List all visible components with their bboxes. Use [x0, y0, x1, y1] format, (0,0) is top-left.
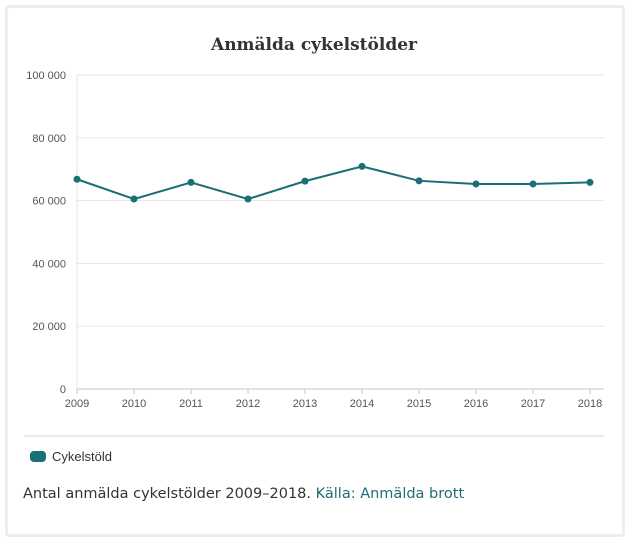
data-point[interactable]: [130, 195, 138, 203]
y-tick-label: 100 000: [26, 70, 66, 82]
data-point[interactable]: [472, 180, 480, 188]
chart-caption: Antal anmälda cykelstölder 2009–2018. Kä…: [23, 486, 464, 502]
x-tick-label: 2013: [293, 398, 317, 410]
x-tick-label: 2016: [464, 398, 488, 410]
chart-title: Anmälda cykelstölder: [210, 35, 418, 55]
legend[interactable]: Cykelstöld: [30, 449, 112, 464]
data-point[interactable]: [529, 180, 537, 188]
source-link[interactable]: Källa: Anmälda brott: [315, 486, 465, 502]
legend-label: Cykelstöld: [52, 449, 112, 464]
legend-swatch: [30, 451, 46, 462]
data-point[interactable]: [415, 177, 423, 185]
y-tick-label: 20 000: [32, 321, 66, 333]
x-tick-label: 2010: [122, 398, 146, 410]
y-tick-label: 80 000: [32, 133, 66, 145]
y-axis-ticks: 0 20 000 40 000 60 000 80 000 100 000: [26, 70, 66, 396]
data-point[interactable]: [244, 195, 252, 203]
series-line: [76, 165, 591, 201]
data-point[interactable]: [586, 178, 594, 186]
y-tick-label: 40 000: [32, 258, 66, 270]
series-cykelstold: [73, 162, 594, 203]
caption-text: Antal anmälda cykelstölder 2009–2018.: [23, 486, 316, 502]
y-tick-label: 60 000: [32, 196, 66, 208]
data-point[interactable]: [301, 177, 309, 185]
x-tick-label: 2015: [407, 398, 431, 410]
x-tick-label: 2009: [65, 398, 89, 410]
x-tick-label: 2012: [236, 398, 260, 410]
grid-lines: [77, 74, 604, 327]
x-tick-label: 2017: [521, 398, 545, 410]
x-tick-label: 2018: [578, 398, 602, 410]
data-point[interactable]: [187, 178, 195, 186]
x-tick-label: 2011: [179, 398, 203, 410]
chart-card: [5, 5, 625, 537]
x-axis-ticks: 2009 2010 2011 2012 2013 2014 2015 2016 2017 2018: [65, 389, 602, 410]
y-tick-label: 0: [60, 384, 66, 396]
data-point[interactable]: [73, 175, 81, 183]
x-tick-label: 2014: [350, 398, 374, 410]
data-point[interactable]: [358, 162, 366, 170]
